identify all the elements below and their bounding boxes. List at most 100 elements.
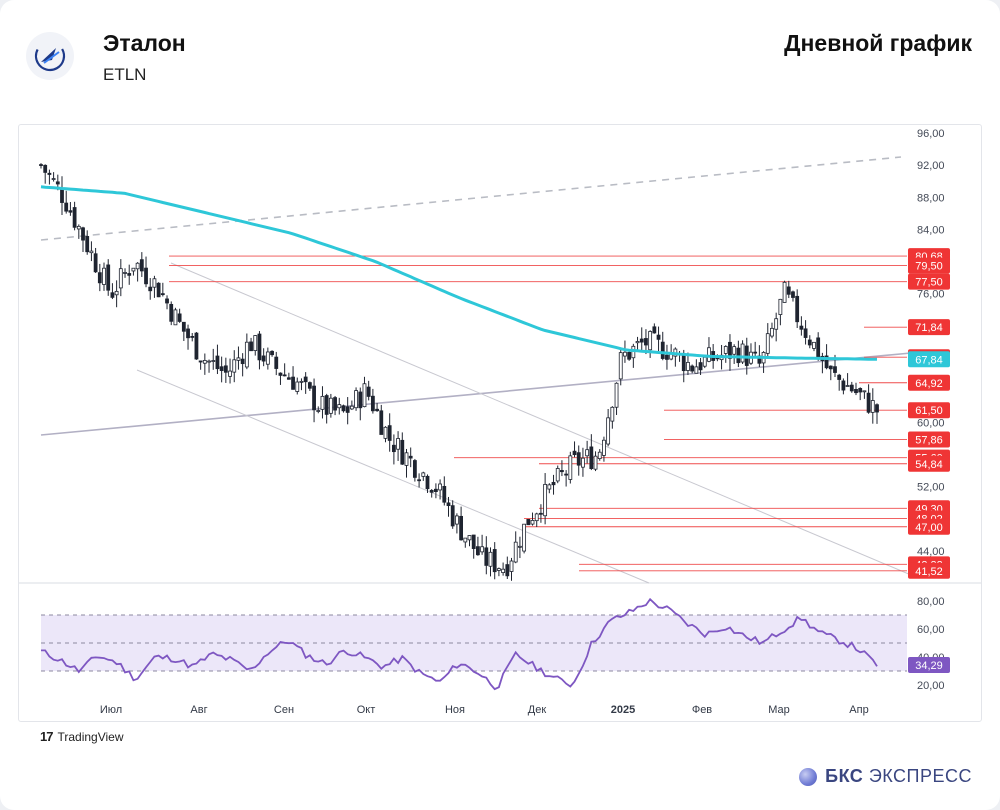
candle-body xyxy=(228,370,232,377)
candle-body xyxy=(539,512,543,515)
candle-body xyxy=(492,549,497,573)
candle-body xyxy=(400,439,405,465)
candle-body xyxy=(102,267,106,285)
channel-upper-line xyxy=(170,262,912,576)
company-name: Эталон xyxy=(103,30,186,56)
candle-body xyxy=(568,455,573,480)
level-label: 47,00 xyxy=(915,522,943,534)
candle-body xyxy=(782,281,787,303)
channel-lower-line xyxy=(136,369,650,584)
bcs-brand-bold: БКС xyxy=(825,766,864,786)
candle-body xyxy=(602,439,606,456)
level-label-bg xyxy=(908,402,950,419)
time-tick-label: Апр xyxy=(849,704,868,716)
candle-body xyxy=(467,535,472,541)
candle-body xyxy=(349,405,354,410)
candle-body xyxy=(93,253,98,273)
price-axis: 80,6879,5077,5071,8468,1067,8464,9261,50… xyxy=(908,128,950,579)
candle-body xyxy=(497,568,501,571)
candle-body xyxy=(841,380,846,391)
time-tick-label: Авг xyxy=(190,704,207,716)
candle-body xyxy=(261,355,266,362)
candle-body xyxy=(89,250,94,254)
price-chart[interactable]: 80,6879,5077,5071,8468,1067,8464,9261,50… xyxy=(19,125,981,721)
candle-body xyxy=(471,534,476,549)
candle-body xyxy=(665,354,669,360)
time-tick-label: Окт xyxy=(357,704,376,716)
candle-body xyxy=(585,449,590,457)
bcs-express-logo[interactable]: БКС ЭКСПРЕСС xyxy=(799,766,972,787)
ticker-symbol: ETLN xyxy=(103,65,147,84)
candle-body xyxy=(236,357,241,361)
candle-body xyxy=(39,164,43,166)
candle-body xyxy=(656,334,661,340)
time-axis: Июл Авг Сен Окт Ноя Дек 2025 Фев Мар Апр xyxy=(100,704,869,716)
rsi-tick-label: 20,00 xyxy=(917,680,945,692)
candle-body xyxy=(446,502,451,507)
candle-body xyxy=(597,451,602,459)
price-tick-label: 52,00 xyxy=(917,482,945,494)
candle-body xyxy=(753,351,758,354)
candle-body xyxy=(160,293,165,296)
candle-body xyxy=(68,210,73,213)
ma-line xyxy=(40,185,878,361)
candle-body xyxy=(791,291,795,298)
candle-body xyxy=(118,268,123,289)
level-label: 71,84 xyxy=(915,322,943,334)
candle-body xyxy=(417,479,421,482)
candle-body xyxy=(274,356,279,369)
candle-body xyxy=(686,361,690,371)
candle-body xyxy=(232,359,237,373)
support-trendline xyxy=(40,352,912,436)
candle-body xyxy=(690,365,695,372)
candle-body xyxy=(770,327,774,337)
candle-body xyxy=(765,333,770,354)
candle-body xyxy=(148,286,153,292)
candle-body xyxy=(198,360,203,363)
candle-body xyxy=(282,374,287,377)
rsi-tick-label: 60,00 xyxy=(917,624,945,636)
candle-body xyxy=(211,360,216,362)
candle-body xyxy=(576,452,581,466)
level-label-bg xyxy=(908,562,950,579)
company-logo xyxy=(26,32,74,80)
time-tick-label: Мар xyxy=(768,704,790,716)
candle-body xyxy=(144,267,148,285)
candle-body xyxy=(181,321,186,332)
candle-body xyxy=(207,360,211,363)
candle-body xyxy=(849,384,854,392)
candle-body xyxy=(383,426,388,439)
candle-body xyxy=(522,523,527,552)
etalon-logo-icon xyxy=(34,40,66,72)
level-lines xyxy=(169,255,907,572)
level-label: 79,50 xyxy=(915,261,943,273)
candle-body xyxy=(644,338,648,346)
candle-body xyxy=(362,383,367,408)
candle-body xyxy=(404,452,409,466)
level-label-bg xyxy=(908,431,950,448)
candle-body xyxy=(707,347,711,362)
time-tick-label: Фев xyxy=(692,704,712,716)
level-label: 57,86 xyxy=(915,434,943,446)
candle-body xyxy=(51,178,56,180)
bcs-brand-rest: ЭКСПРЕСС xyxy=(868,766,972,786)
candle-body xyxy=(412,460,417,478)
level-label: 77,50 xyxy=(915,277,943,289)
candle-body xyxy=(244,341,249,368)
price-tick-label: 96,00 xyxy=(917,128,945,140)
level-label: 41,52 xyxy=(915,566,943,578)
candle-body xyxy=(845,385,850,387)
candle-body xyxy=(480,546,485,553)
trend-lines xyxy=(40,156,912,584)
candle-body xyxy=(131,267,136,272)
candle-body xyxy=(358,391,363,409)
candle-body xyxy=(660,341,665,359)
candle-body xyxy=(286,377,291,380)
candle-body xyxy=(635,341,640,344)
candle-body xyxy=(476,546,480,556)
candle-body xyxy=(816,337,821,359)
candle-body xyxy=(215,355,220,370)
candle-body xyxy=(681,355,686,372)
tradingview-brand[interactable]: 17 TradingView xyxy=(40,729,124,744)
